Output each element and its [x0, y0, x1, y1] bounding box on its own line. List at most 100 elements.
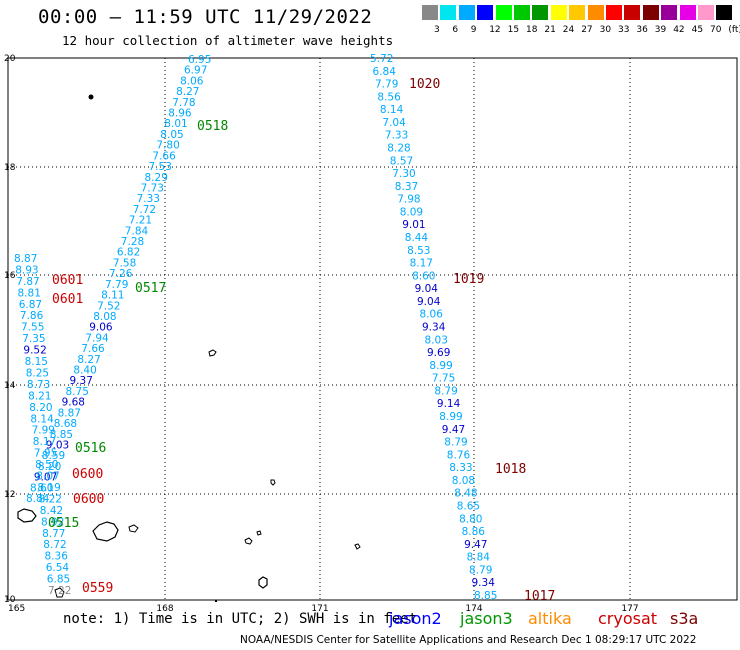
lat-label: 12	[4, 490, 15, 500]
legend-label: 21	[544, 25, 556, 35]
wave-height-value: 7.84	[125, 225, 149, 237]
wave-height-value: 8.09	[400, 206, 423, 218]
legend-swatch	[716, 5, 733, 20]
wave-height-value: 7.66	[152, 150, 176, 162]
wave-height-value: 7.98	[397, 194, 420, 206]
wave-height-value: 7.80	[156, 140, 179, 152]
time-label: 0516	[75, 441, 106, 456]
wave-height-value: 8.79	[469, 564, 492, 576]
wave-height-value: 9.34	[472, 577, 496, 589]
island	[88, 94, 94, 100]
wave-height-value: 8.84	[26, 493, 50, 505]
time-label: 1020	[409, 77, 440, 92]
wave-height-value: 8.19	[37, 482, 60, 494]
legend-swatch	[514, 5, 530, 20]
islands	[17, 94, 361, 602]
wave-height-value: 8.29	[145, 172, 168, 184]
legend-label: 27	[581, 25, 593, 35]
wave-height-value: 8.17	[410, 258, 433, 270]
wave-height-value: 8.27	[176, 86, 199, 98]
wave-height-value: 8.37	[395, 181, 418, 193]
wave-height-value: 8.73	[27, 379, 50, 391]
wave-height-value: 8.53	[407, 245, 430, 257]
wave-height-value: 8.42	[40, 505, 63, 517]
legend-label: 70	[710, 25, 722, 35]
lat-label: 16	[4, 271, 16, 281]
time-label: 1018	[495, 462, 526, 477]
wave-height-value: 7.66	[81, 343, 105, 355]
satellite-name: jason2	[389, 609, 442, 628]
lat-label: 10	[4, 595, 16, 605]
wave-height-value: 8.01	[164, 118, 187, 130]
wave-height-value: 8.79	[444, 437, 467, 449]
island	[215, 600, 217, 602]
wave-height-value: 9.04	[415, 283, 439, 295]
wave-height-value: 7.04	[382, 117, 406, 129]
wave-height-value: 9.68	[62, 397, 85, 409]
wave-height-value: 7.73	[141, 183, 164, 195]
wave-height-value: 8.06	[420, 309, 444, 321]
wave-height-value: 7.33	[385, 130, 408, 142]
wave-height-value: 8.20	[29, 402, 52, 414]
wave-height-value: 7.79	[375, 79, 398, 91]
time-label: 1019	[453, 272, 484, 287]
wave-height-value: 8.79	[434, 385, 457, 397]
legend-label: 15	[507, 25, 520, 35]
time-label: 0600	[72, 467, 103, 482]
legend-swatch	[458, 5, 475, 20]
wave-height-value: 8.72	[43, 539, 66, 551]
time-label: 1017	[524, 589, 555, 604]
wave-height-value: 9.47	[464, 539, 487, 551]
lon-label: 177	[621, 604, 638, 614]
time-label: 0559	[82, 581, 113, 596]
legend-swatch	[606, 5, 622, 20]
wave-height-value: 8.60	[30, 482, 53, 494]
island	[128, 524, 139, 533]
time-label: 0515	[48, 516, 79, 531]
island	[244, 537, 253, 545]
satellite-name: cryosat	[598, 609, 658, 628]
wave-height-value: 9.03	[46, 440, 69, 452]
wave-height-value: 9.01	[402, 219, 425, 231]
footer-note: note: 1) Time is in UTC; 2) SWH is in fe…	[63, 611, 418, 627]
wave-height-value: 7.30	[392, 168, 415, 180]
wave-height-value: 8.17	[33, 436, 56, 448]
wave-height-value: 8.85	[50, 429, 73, 441]
wave-height-value: 8.87	[14, 253, 37, 265]
wave-height-value: 8.05	[160, 129, 183, 141]
wave-height-value: 8.77	[42, 528, 65, 540]
wave-height-value: 7.52	[97, 300, 120, 312]
map-subtitle: 12 hour collection of altimeter wave hei…	[62, 33, 394, 48]
island	[208, 349, 217, 357]
wave-height-value: 8.56	[377, 91, 401, 103]
legend-label: 42	[673, 25, 685, 35]
wave-height-value: 8.65	[457, 501, 480, 513]
legend-swatch	[532, 5, 549, 20]
wave-height-value: 8.33	[449, 462, 472, 474]
lon-label: 165	[8, 604, 25, 614]
wave-height-value: 7.87	[16, 276, 39, 288]
wave-height-value: 8.14	[30, 413, 54, 425]
wave-height-value: 8.84	[467, 552, 491, 564]
wave-height-value: 7.55	[21, 322, 44, 334]
wave-height-value: 7.78	[172, 97, 195, 109]
island	[17, 508, 37, 523]
wave-height-value: 8.20	[38, 461, 61, 473]
lon-label: 171	[311, 604, 328, 614]
footer-source: NOAA/NESDIS Center for Satellite Applica…	[240, 634, 697, 646]
wave-height-value: 6.97	[184, 65, 207, 77]
wave-height-value: 8.11	[101, 290, 124, 302]
legend-swatch	[422, 5, 438, 20]
wave-height-value: 6.84	[373, 66, 397, 78]
wave-height-value: 7.35	[22, 333, 45, 345]
legend-swatch	[624, 5, 641, 20]
wave-height-value: 8.57	[390, 155, 413, 167]
lat-label: 20	[4, 54, 16, 64]
lat-label: 14	[4, 381, 16, 391]
satellite-name: s3a	[670, 609, 699, 628]
altimeter-tracks: 6.956.978.068.277.788.968.018.057.807.66…	[14, 53, 497, 602]
satellite-name: jason3	[460, 609, 513, 628]
wave-height-value: 7.28	[121, 236, 144, 248]
wave-height-value: 8.27	[77, 354, 100, 366]
